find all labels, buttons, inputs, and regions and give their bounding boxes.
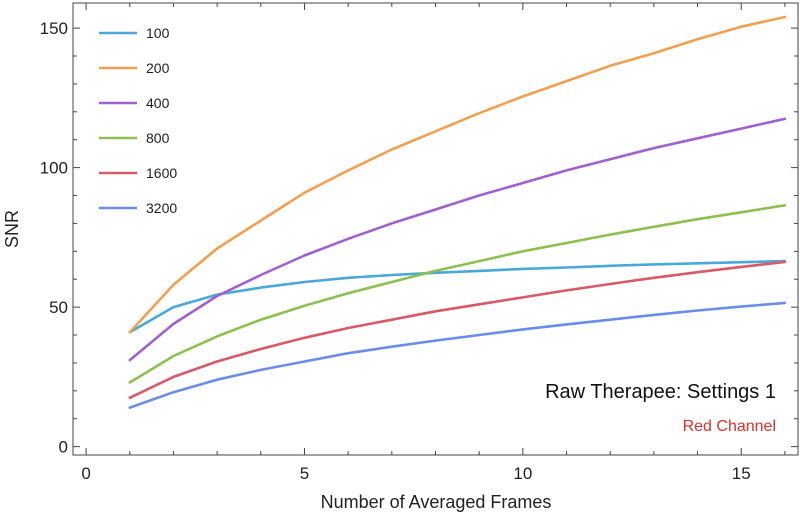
legend-label-200: 200 bbox=[146, 60, 170, 76]
y-axis-title: SNR bbox=[2, 210, 22, 248]
series-line-200 bbox=[128, 15, 787, 334]
legend-label-800: 800 bbox=[146, 130, 170, 146]
series-line-3200 bbox=[128, 301, 787, 409]
y-axis: 0 50 100 150 bbox=[40, 19, 798, 457]
annotation-channel: Red Channel bbox=[683, 418, 776, 435]
legend-label-1600: 1600 bbox=[146, 165, 177, 181]
series-line-400 bbox=[128, 117, 787, 362]
series-lines bbox=[128, 15, 787, 409]
legend-label-3200: 3200 bbox=[146, 200, 177, 216]
series-line-100 bbox=[128, 259, 787, 334]
legend-label-400: 400 bbox=[146, 95, 170, 111]
y-tick-label: 50 bbox=[49, 298, 68, 317]
series-line-1600 bbox=[128, 260, 787, 400]
y-tick-label: 150 bbox=[40, 19, 68, 38]
x-tick-label: 5 bbox=[300, 464, 309, 483]
legend: 100 200 400 800 1600 3200 bbox=[99, 25, 177, 216]
x-axis: 0 5 10 15 bbox=[81, 3, 786, 483]
x-tick-label: 10 bbox=[513, 464, 532, 483]
annotation-title: Raw Therapee: Settings 1 bbox=[545, 381, 776, 403]
y-tick-label: 0 bbox=[59, 438, 68, 457]
y-tick-label: 100 bbox=[40, 159, 68, 178]
series-line-800 bbox=[128, 204, 787, 384]
x-axis-title: Number of Averaged Frames bbox=[321, 492, 552, 512]
x-tick-label: 15 bbox=[732, 464, 751, 483]
x-tick-label: 0 bbox=[81, 464, 90, 483]
legend-label-100: 100 bbox=[146, 25, 170, 41]
